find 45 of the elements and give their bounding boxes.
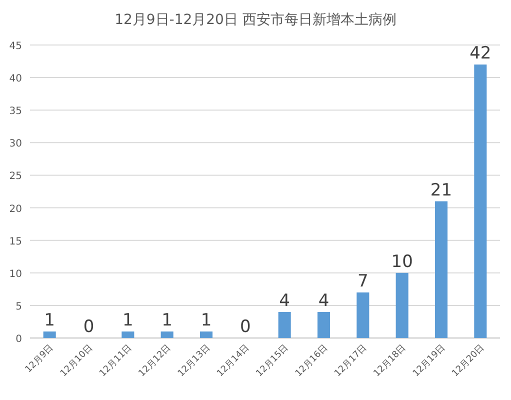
x-tick-label: 12月10日 (58, 343, 95, 380)
y-tick-label: 10 (9, 268, 22, 280)
x-tick-label: 12月16日 (294, 343, 330, 380)
x-tick-label: 12月19日 (411, 343, 448, 380)
y-tick-label: 0 (16, 334, 22, 345)
bar (160, 331, 174, 338)
x-tick-label: 12月15日 (254, 343, 291, 380)
bar (122, 331, 134, 338)
x-tick-label: 12月9日 (24, 343, 56, 376)
y-tick-label: 35 (9, 106, 22, 118)
x-tick-label: 12月17日 (333, 343, 370, 380)
bar (474, 64, 487, 338)
y-tick-label: 30 (9, 138, 22, 150)
data-label: 0 (83, 317, 94, 337)
bar (356, 292, 370, 338)
x-tick-label: 12月18日 (372, 343, 408, 380)
y-tick-label: 15 (9, 236, 22, 248)
x-tick-label: 12月11日 (98, 343, 134, 380)
y-tick-label: 40 (9, 74, 22, 85)
data-label: 1 (200, 310, 212, 330)
data-label: 7 (358, 271, 368, 292)
x-tick-label: 12月14日 (216, 343, 252, 380)
bar (434, 201, 448, 338)
x-tick-label: 12月12日 (137, 343, 174, 380)
data-label: 4 (318, 290, 330, 311)
data-label: 1 (44, 310, 55, 330)
x-tick-label: 12月20日 (450, 343, 487, 380)
data-label: 1 (162, 310, 172, 330)
chart-title: 12月9日-12月20日 西安市每日新增本土病例 (114, 12, 396, 28)
bar (396, 272, 408, 338)
data-label: 42 (470, 44, 492, 64)
y-tick-label: 5 (16, 301, 22, 312)
bar (278, 312, 291, 338)
data-label: 4 (279, 290, 290, 311)
data-label: 21 (430, 180, 452, 200)
data-label: 10 (391, 252, 413, 272)
bar (200, 331, 213, 338)
bar (317, 312, 330, 338)
y-tick-label: 20 (9, 204, 22, 215)
data-label: 0 (240, 317, 251, 337)
bar (43, 331, 56, 338)
y-tick-label: 25 (9, 171, 22, 182)
data-label: 1 (122, 310, 134, 330)
y-tick-label: 45 (9, 41, 22, 52)
x-tick-label: 12月13日 (176, 343, 212, 380)
